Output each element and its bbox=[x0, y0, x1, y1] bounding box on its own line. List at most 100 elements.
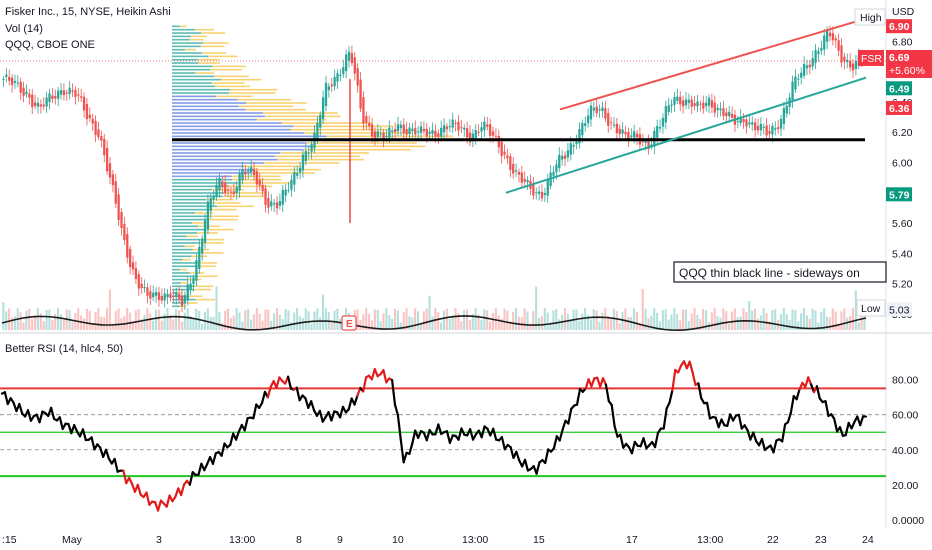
volume-bar bbox=[448, 318, 451, 330]
candle-body bbox=[399, 124, 403, 129]
rsi-segment bbox=[437, 423, 443, 436]
legend-symbol[interactable]: Fisker Inc., 15, NYSE, Heikin Ashi bbox=[5, 6, 171, 18]
candle-body bbox=[353, 57, 356, 74]
rsi-segment bbox=[399, 438, 405, 464]
vp-buy-bar bbox=[172, 35, 192, 38]
earnings-marker-icon[interactable] bbox=[341, 315, 357, 331]
candle-body bbox=[595, 106, 598, 114]
rsi-segment bbox=[535, 461, 541, 475]
candle-body bbox=[212, 196, 215, 200]
price-tag-box bbox=[886, 302, 912, 317]
volume-bar bbox=[85, 308, 88, 330]
candle-body bbox=[388, 127, 391, 138]
volume-bar bbox=[28, 308, 31, 330]
rsi-segment bbox=[760, 437, 766, 452]
rsi-segment bbox=[688, 360, 694, 374]
candle-body bbox=[422, 128, 426, 132]
candle-body bbox=[664, 106, 667, 123]
volume-bar bbox=[31, 318, 34, 330]
rsi-segment bbox=[362, 376, 368, 393]
volume-bar bbox=[154, 309, 158, 330]
volume-bar bbox=[644, 308, 647, 330]
rsi-legend[interactable]: Better RSI (14, hlc4, 50) bbox=[5, 343, 123, 355]
volume-bar bbox=[10, 317, 14, 330]
volume-bar bbox=[206, 308, 209, 330]
candle-body bbox=[699, 103, 702, 105]
rsi-segment bbox=[396, 413, 402, 441]
vp-sell-bar bbox=[203, 42, 229, 44]
vp-sell-bar bbox=[189, 38, 204, 41]
time-tick-label: 9 bbox=[337, 534, 343, 546]
price-tag-text: 6.36 bbox=[889, 103, 910, 115]
volume-bar bbox=[489, 321, 492, 330]
candle-body bbox=[618, 128, 621, 135]
volume-bar bbox=[226, 308, 230, 330]
volume-bar bbox=[658, 321, 662, 330]
volume-bar bbox=[417, 311, 420, 330]
volume-bar bbox=[581, 313, 584, 330]
volume-bar bbox=[797, 321, 800, 330]
legend-qqq[interactable]: QQQ, CBOE ONE bbox=[5, 39, 95, 51]
volume-bar bbox=[788, 320, 791, 330]
volume-bar bbox=[229, 318, 232, 330]
volume-bar bbox=[860, 310, 863, 330]
candle-body bbox=[753, 122, 757, 131]
rsi-segment bbox=[838, 426, 844, 437]
candle-body bbox=[814, 50, 817, 63]
volume-bar bbox=[238, 312, 241, 330]
candle-body bbox=[85, 104, 89, 120]
vp-sell-bar bbox=[303, 132, 412, 134]
annotation-box[interactable] bbox=[673, 261, 887, 283]
volume-bar bbox=[62, 319, 65, 330]
vp-buy-bar bbox=[172, 38, 190, 41]
candle-body bbox=[644, 141, 647, 143]
volume-bar bbox=[19, 312, 22, 330]
qqq-volume-line bbox=[1, 315, 867, 332]
candle-body bbox=[301, 154, 305, 171]
price-tag-text: 5.03 bbox=[889, 304, 910, 316]
candle-body bbox=[74, 89, 77, 97]
candle-body bbox=[489, 124, 492, 136]
vp-sell-bar bbox=[179, 305, 187, 308]
volume-bar bbox=[91, 322, 94, 330]
candle-body bbox=[851, 63, 855, 71]
volume-bar bbox=[728, 323, 731, 330]
volume-bar bbox=[252, 314, 255, 330]
rsi-segment bbox=[393, 403, 399, 417]
candle-body bbox=[480, 127, 483, 132]
rsi-segment bbox=[425, 428, 431, 442]
candle-body bbox=[417, 131, 420, 133]
candle-body bbox=[494, 135, 498, 137]
vp-buy-bar bbox=[172, 132, 304, 134]
candle-body bbox=[391, 130, 394, 132]
candle-body bbox=[39, 104, 43, 107]
candle-body bbox=[497, 135, 500, 148]
candle-body bbox=[843, 56, 846, 62]
volume-bar bbox=[604, 308, 607, 330]
rsi-segment bbox=[353, 394, 359, 406]
candle-body bbox=[108, 163, 112, 178]
rsi-tick-label: 20.00 bbox=[892, 480, 918, 492]
volume-bar bbox=[699, 319, 702, 330]
rsi-segment bbox=[610, 403, 616, 428]
volume-bar bbox=[247, 309, 250, 330]
vp-buy-bar bbox=[172, 265, 196, 268]
legend-volume[interactable]: Vol (14) bbox=[5, 23, 43, 35]
candle-body bbox=[730, 114, 734, 118]
candle-body bbox=[825, 29, 829, 42]
vp-sell-bar bbox=[177, 292, 183, 294]
candle-body bbox=[681, 100, 685, 107]
volume-bar bbox=[152, 320, 155, 330]
volume-bar bbox=[180, 321, 183, 330]
rsi-segment bbox=[552, 435, 558, 450]
vp-sell-bar bbox=[206, 228, 234, 231]
candle-body bbox=[710, 100, 714, 108]
volume-bar bbox=[261, 320, 264, 330]
volume-bar bbox=[8, 308, 11, 330]
volume-bar bbox=[270, 320, 273, 330]
candle-body bbox=[146, 287, 149, 296]
vp-sell-bar bbox=[195, 265, 216, 268]
volume-bar bbox=[716, 316, 719, 330]
vp-buy-bar bbox=[172, 235, 187, 238]
